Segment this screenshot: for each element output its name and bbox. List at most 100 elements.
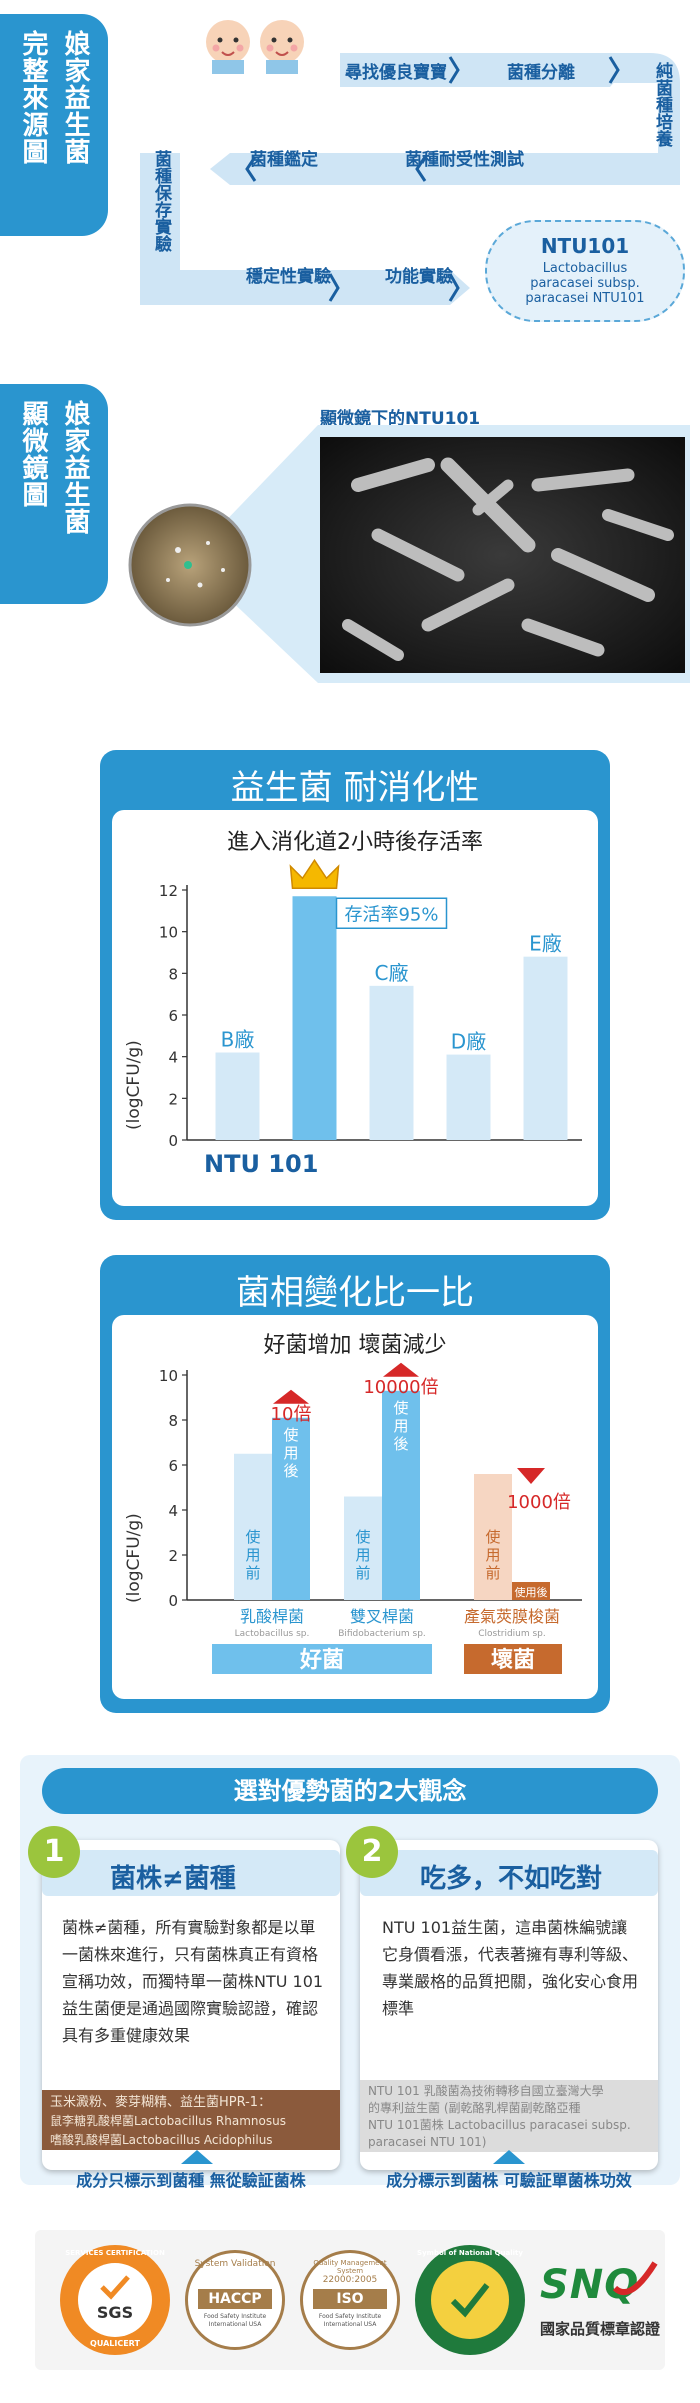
good-band-label: 好菌 bbox=[299, 1647, 344, 1673]
sgs-logo: SERVICES CERTIFICATION SGS QUALICERT bbox=[60, 2245, 170, 2355]
flow-step-separate: 菌種分離 bbox=[507, 63, 575, 83]
snq-seal-mark-icon bbox=[450, 2283, 490, 2318]
category-label-1: 雙叉桿菌 bbox=[350, 1607, 414, 1626]
good-band bbox=[212, 1644, 432, 1674]
flora-subtitle: 好菌增加 壞菌減少 bbox=[263, 1333, 447, 1358]
flora-chart-area: 好菌增加 壞菌減少 (logCFU/g) 0 2 4 6 8 10 使用前使用後 10倍 乳酸桿… bbox=[112, 1315, 598, 1699]
strain-line2: paracasei subsp. bbox=[530, 276, 640, 291]
bar-before-label-0: 前 bbox=[245, 1564, 260, 1582]
microscope-view bbox=[128, 425, 690, 683]
bar-after-label-1: 用 bbox=[393, 1417, 408, 1435]
flow-step-stability: 穩定性實驗 bbox=[246, 267, 331, 287]
crown-icon bbox=[289, 858, 340, 889]
multiplier-label-0: 10倍 bbox=[271, 1404, 312, 1425]
flow-section-tag: 完整來源圖 娘家益生菌 bbox=[0, 14, 108, 236]
card1-label-line1: 玉米澱粉、麥芽糊精、益生菌HPR-1： bbox=[50, 2095, 272, 2110]
survival-chart-area: 進入消化道2小時後存活率 (logCFU/g) 0 2 4 6 8 10 12 B廠 存活率95… bbox=[112, 810, 598, 1206]
bar-3 bbox=[446, 1054, 491, 1140]
haccp-sub: Food Safety Institute International USA bbox=[203, 2313, 267, 2328]
y-tick-label: 6 bbox=[168, 1007, 178, 1025]
babies-illustration bbox=[206, 20, 304, 74]
sgs-inner-circle bbox=[78, 2263, 152, 2337]
iso-num: 22000:2005 bbox=[322, 2275, 378, 2285]
bar-after-0 bbox=[272, 1417, 310, 1600]
bar-before-label-1: 使 bbox=[355, 1528, 370, 1546]
y-tick-label: 10 bbox=[159, 924, 178, 942]
card2-label-image: NTU 101 乳酸菌為技術轉移自國立臺灣大學 的專利益生菌 (副乾酪乳桿菌副乾… bbox=[360, 2080, 658, 2152]
micro-caption: 顯微鏡下的NTU101 bbox=[320, 409, 481, 429]
flow-tag-col2: 娘家益生菌 bbox=[60, 30, 90, 165]
flora-title: 菌相變化比一比 bbox=[236, 1273, 474, 1313]
bar-before-label-1: 用 bbox=[355, 1546, 370, 1564]
snq-text: 國家品質標章認證 bbox=[540, 2320, 661, 2338]
y-tick-label: 4 bbox=[168, 1049, 178, 1067]
concepts-banner-text: 選對優勢菌的2大觀念 bbox=[233, 1777, 467, 1805]
bar-0 bbox=[215, 1052, 260, 1140]
multiplier-label-2: 1000倍 bbox=[507, 1492, 571, 1513]
bar-before-label-1: 前 bbox=[355, 1564, 370, 1582]
card2-body: NTU 101益生菌，這串菌株編號讓它身價看漲，代表著擁有專利等級、專業嚴格的品… bbox=[382, 1918, 639, 2018]
haccp-logo: System Validation HACCP Food Safety Inst… bbox=[185, 2250, 285, 2350]
sgs-ring-text: SERVICES CERTIFICATION bbox=[65, 2249, 165, 2257]
flora-panel: 菌相變化比一比 好菌增加 壞菌減少 (logCFU/g) 0 2 4 6 8 10 使用前使… bbox=[100, 1255, 610, 1713]
flow-step-purify: 純菌種培養 bbox=[652, 62, 672, 147]
card1-number: 1 bbox=[43, 1834, 65, 1869]
bar-label-0: B廠 bbox=[221, 1028, 255, 1052]
y-tick-label: 0 bbox=[168, 1132, 178, 1150]
card2-title: 吃多，不如吃對 bbox=[420, 1864, 603, 1894]
bar-after-label-2: 使用後 bbox=[515, 1585, 548, 1599]
flow-step-identify: 菌種鑑定 bbox=[250, 150, 318, 170]
card2-label-line4: paracasei NTU 101) bbox=[368, 2135, 487, 2149]
flow-arrows bbox=[140, 53, 680, 305]
bad-band bbox=[464, 1644, 562, 1674]
bar-after-2 bbox=[512, 1582, 550, 1600]
iso-sub: Food Safety Institute International USA bbox=[318, 2313, 382, 2328]
micro-tag-col1: 顯微鏡圖 bbox=[18, 400, 48, 508]
micro-tag-col2: 娘家益生菌 bbox=[60, 400, 90, 535]
iso-logo: Quality Management System 22000:2005 ISO… bbox=[300, 2250, 400, 2350]
snq-seal: Symbol of National Quality bbox=[415, 2245, 525, 2355]
down-arrow-icon bbox=[517, 1468, 545, 1484]
haccp-text: HACCP bbox=[198, 2289, 272, 2309]
snq-wordmark: SNQ bbox=[540, 2262, 640, 2308]
bar-2 bbox=[369, 985, 414, 1140]
sgs-sub: QUALICERT bbox=[90, 2339, 140, 2348]
strain-bubble: NTU101 Lactobacillus paracasei subsp. pa… bbox=[485, 220, 685, 322]
card2-label-line3: NTU 101菌株 Lactobacillus paracasei subsp. bbox=[368, 2118, 631, 2132]
category-label-0: 乳酸桿菌 bbox=[240, 1607, 304, 1626]
y-tick-label: 4 bbox=[168, 1502, 178, 1520]
sgs-check-icon bbox=[100, 2275, 130, 2300]
card2-arrow-icon bbox=[493, 2150, 525, 2164]
bar-before-label-0: 用 bbox=[245, 1546, 260, 1564]
multiplier-label-1: 10000倍 bbox=[363, 1377, 438, 1398]
y-tick-label: 0 bbox=[168, 1592, 178, 1610]
bar-after-label-1: 使 bbox=[393, 1399, 408, 1417]
card2-label-line1: NTU 101 乳酸菌為技術轉移自國立臺灣大學 bbox=[368, 2084, 604, 2098]
card1-label-image: 玉米澱粉、麥芽糊精、益生菌HPR-1： 鼠李糖乳酸桿菌Lactobacillus… bbox=[42, 2090, 340, 2150]
y-tick-label: 6 bbox=[168, 1457, 178, 1475]
survival-callout-box bbox=[335, 897, 448, 929]
strain-name: NTU101 bbox=[540, 234, 630, 258]
concepts-banner: 選對優勢菌的2大觀念 bbox=[42, 1768, 658, 1814]
flow-step-function: 功能實驗 bbox=[385, 267, 453, 287]
sgs-name: SGS bbox=[96, 2303, 134, 2322]
snq-swoosh-icon bbox=[612, 2261, 658, 2296]
card2-number: 2 bbox=[361, 1834, 383, 1869]
bar-before-1 bbox=[344, 1496, 382, 1600]
survival-title: 益生菌 耐消化性 bbox=[230, 768, 480, 808]
bad-band-label: 壞菌 bbox=[491, 1647, 535, 1673]
up-arrow-icon bbox=[273, 1389, 309, 1404]
category-latin-1: Bifidobacterium sp. bbox=[338, 1629, 426, 1639]
bar-after-label-1: 後 bbox=[393, 1435, 408, 1453]
card1-title-bar bbox=[42, 1850, 340, 1896]
flow-step-search: 尋找優良寶寶 bbox=[345, 63, 447, 83]
bar-before-2 bbox=[474, 1474, 512, 1600]
iso-text: ISO bbox=[313, 2289, 387, 2309]
bar-4 bbox=[523, 956, 568, 1140]
bar-before-label-2: 前 bbox=[485, 1564, 500, 1582]
flow-step-tolerance: 菌種耐受性測試 bbox=[405, 150, 524, 170]
strain-line3: paracasei NTU101 bbox=[525, 291, 645, 306]
y-tick-label: 8 bbox=[168, 965, 178, 983]
card1-arrow-icon bbox=[181, 2150, 213, 2164]
